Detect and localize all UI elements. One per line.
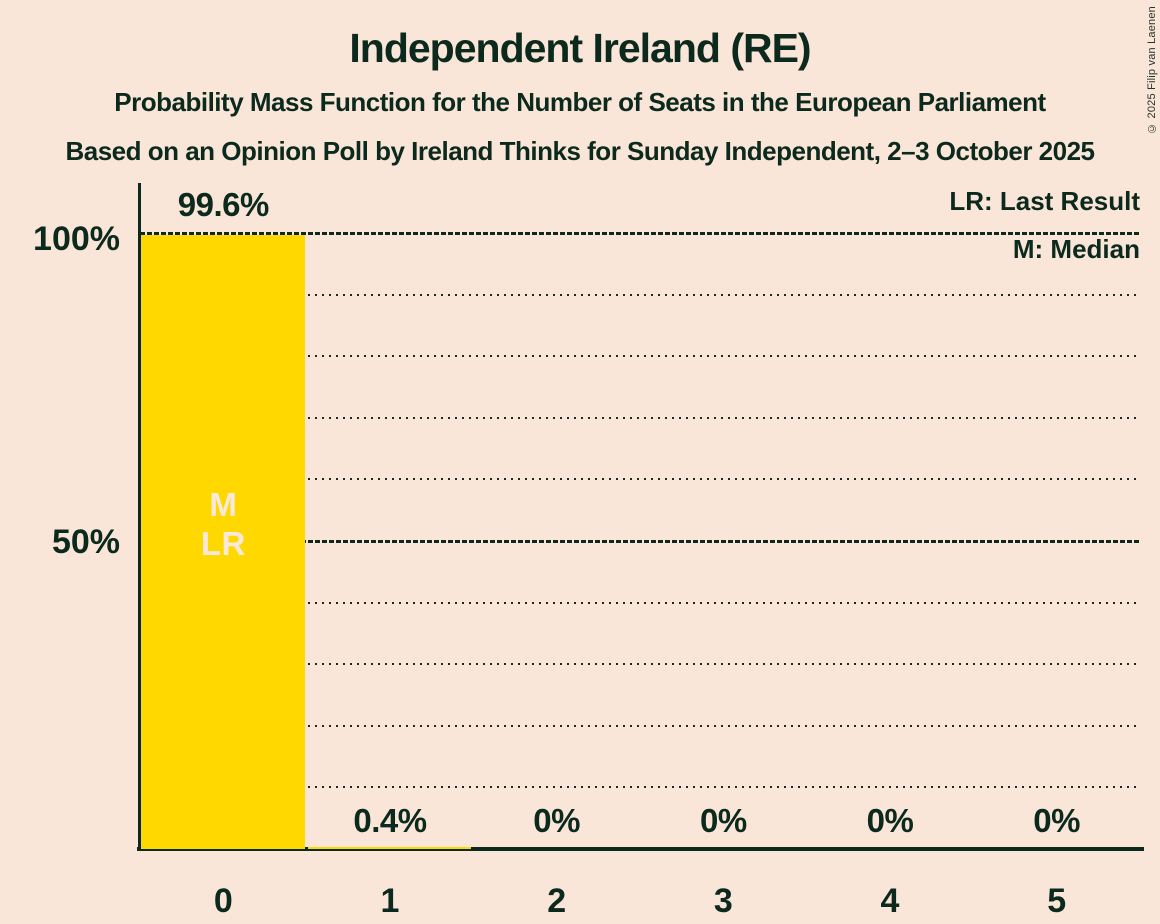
chart-title: Independent Ireland (RE) [349, 25, 811, 71]
gridline-dashed-100 [140, 231, 1139, 235]
chart-source-line: Based on an Opinion Poll by Ireland Thin… [65, 136, 1095, 166]
x-axis-tick-1: 1 [380, 882, 400, 920]
gridline-dotted-30 [140, 663, 1139, 666]
legend-last-result: LR: Last Result [949, 186, 1140, 216]
y-axis-tick-100: 100% [33, 220, 120, 258]
bar-value-label-5: 0% [1033, 802, 1080, 839]
gridline-dotted-80 [140, 355, 1139, 358]
bar-marker-m-lr: M LR [200, 486, 246, 562]
gridline-dotted-20 [140, 724, 1139, 727]
bar-value-label-0: 99.6% [177, 186, 270, 223]
legend-median: M: Median [1012, 234, 1140, 264]
plot-area: 99.6% 0.4% 0% 0% 0% 0% 0 1 2 3 4 5 M LR [140, 186, 1140, 920]
bar-value-label-4: 0% [866, 802, 914, 839]
x-axis-tick-3: 3 [713, 882, 733, 920]
y-axis-tick-50: 50% [51, 523, 120, 561]
bar-value-label-2: 0% [533, 802, 580, 839]
x-axis-tick-5: 5 [1047, 882, 1067, 920]
bar-seat-0 [141, 235, 305, 849]
x-axis-tick-0: 0 [213, 882, 233, 920]
chart-subtitle: Probability Mass Function for the Number… [114, 87, 1046, 117]
gridline-dashed-50 [140, 539, 1139, 543]
y-axis-line [138, 183, 141, 851]
bar-value-label-3: 0% [699, 802, 747, 839]
gridline-dotted-70 [140, 416, 1139, 419]
x-axis-tick-4: 4 [880, 882, 900, 920]
x-axis-tick-2: 2 [547, 882, 567, 920]
gridline-dotted-40 [140, 601, 1139, 604]
gridline-dotted-90 [140, 293, 1139, 296]
gridline-dotted-10 [140, 786, 1139, 789]
copyright-notice: © 2025 Filip van Laenen [1146, 6, 1158, 134]
bar-value-label-1: 0.4% [353, 802, 427, 839]
gridline-dotted-60 [140, 478, 1139, 481]
bar-seat-1 [307, 846, 472, 849]
x-axis-line [137, 847, 1144, 851]
